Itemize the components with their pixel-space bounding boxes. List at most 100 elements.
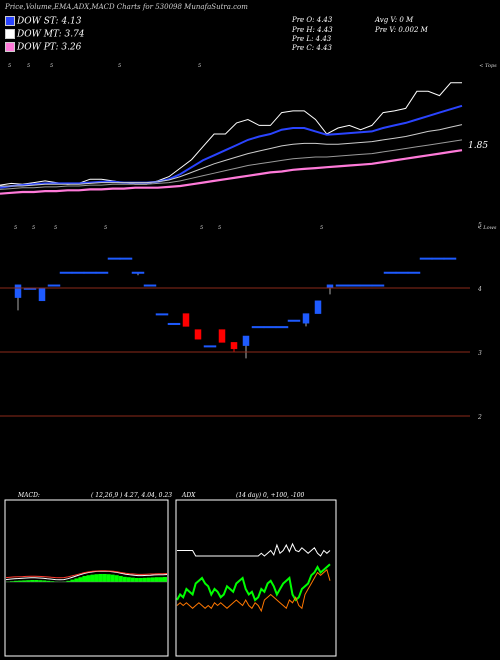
candle-body-0 bbox=[14, 284, 22, 298]
macd-signal-line bbox=[5, 570, 168, 579]
candle-body-25 bbox=[314, 300, 322, 314]
macd-bar-32 bbox=[134, 578, 139, 582]
low-marker-4: 5 bbox=[200, 225, 203, 231]
candle-body-20 bbox=[251, 326, 265, 329]
macd-bar-22 bbox=[94, 574, 99, 582]
prev-close: Pre C: 4.43 bbox=[292, 44, 332, 52]
macd-bar-18 bbox=[78, 577, 83, 582]
candle-body-36 bbox=[443, 257, 457, 260]
macd-bar-37 bbox=[154, 577, 159, 582]
adx-label: ADX bbox=[181, 492, 196, 499]
candle-body-32 bbox=[395, 271, 409, 274]
dow-mt-row: DOW MT: 3.74 bbox=[5, 29, 85, 40]
top-marker-4: 5 bbox=[198, 63, 201, 69]
candle-body-7 bbox=[95, 271, 109, 274]
low-marker-6: 5 bbox=[320, 225, 323, 231]
macd-bar-27 bbox=[114, 575, 119, 582]
top-marker-0: 5 bbox=[8, 63, 11, 69]
axis-tick-4: 4 bbox=[477, 286, 482, 293]
top-marker-1: 5 bbox=[27, 63, 30, 69]
macd-bar-31 bbox=[130, 577, 135, 582]
macd-bar-9 bbox=[42, 580, 47, 582]
candle-body-27 bbox=[335, 284, 349, 287]
candle-body-30 bbox=[371, 284, 385, 287]
low-marker-0: 5 bbox=[14, 225, 17, 231]
top-marker-2: 5 bbox=[50, 63, 53, 69]
low-marker-1: 5 bbox=[32, 225, 35, 231]
macd-params: ( 12,26,9 ) 4.27, 4.04, 0.23 bbox=[91, 492, 172, 499]
dow-st-row: DOW ST: 4.13 bbox=[5, 16, 82, 27]
dow-mt-label: DOW MT: 3.74 bbox=[17, 29, 85, 40]
candle-body-5 bbox=[71, 271, 85, 274]
axis-tick-3: 3 bbox=[478, 350, 482, 357]
candle-body-3 bbox=[47, 284, 61, 287]
macd-bar-34 bbox=[142, 577, 147, 582]
macd-bar-17 bbox=[74, 578, 79, 582]
macd-bar-3 bbox=[18, 580, 23, 582]
macd-bar-8 bbox=[38, 580, 43, 582]
prev-open: Pre O: 4.43 bbox=[292, 16, 333, 24]
macd-bar-29 bbox=[122, 576, 127, 582]
candle-body-31 bbox=[383, 271, 397, 274]
macd-bar-15 bbox=[66, 580, 71, 582]
candle-body-9 bbox=[119, 257, 133, 260]
macd-bar-38 bbox=[158, 577, 163, 582]
candle-body-19 bbox=[242, 335, 250, 346]
macd-bar-11 bbox=[50, 581, 55, 582]
macd-line bbox=[5, 570, 168, 581]
prev-high: Pre H: 4.43 bbox=[292, 26, 333, 34]
chart-page-title: Price,Volume,EMA,ADX,MACD Charts for 530… bbox=[5, 3, 248, 11]
macd-bar-25 bbox=[106, 574, 111, 582]
candle-body-29 bbox=[359, 284, 373, 287]
candle-body-28 bbox=[347, 284, 361, 287]
price-level-label: 1.85 bbox=[468, 141, 488, 151]
adx-panel-frame bbox=[175, 499, 337, 657]
low-marker-5: 5 bbox=[218, 225, 221, 231]
ema-line-3 bbox=[0, 139, 463, 190]
candle-body-13 bbox=[167, 322, 181, 325]
candle-body-17 bbox=[218, 329, 226, 343]
candle-body-16 bbox=[203, 345, 217, 348]
dow-pt-row: DOW PT: 3.26 bbox=[5, 42, 81, 53]
adx-params: (14 day) 0, +100, -100 bbox=[236, 492, 305, 499]
prev-volume: Pre V: 0.002 M bbox=[375, 26, 428, 34]
prev-low: Pre L: 4.43 bbox=[292, 35, 332, 43]
dow-pt-label: DOW PT: 3.26 bbox=[17, 42, 82, 53]
macd-bar-19 bbox=[82, 576, 87, 582]
candle-body-22 bbox=[275, 326, 289, 329]
macd-bar-10 bbox=[46, 580, 51, 582]
macd-bar-23 bbox=[98, 574, 103, 582]
macd-bar-39 bbox=[162, 577, 167, 582]
ema-line-4 bbox=[0, 149, 463, 195]
macd-bar-36 bbox=[150, 577, 155, 582]
macd-bar-24 bbox=[102, 574, 107, 582]
macd-bar-28 bbox=[118, 576, 123, 582]
ema-line-1 bbox=[0, 104, 463, 189]
macd-bar-2 bbox=[14, 580, 19, 582]
candle-body-34 bbox=[419, 257, 433, 260]
candle-body-35 bbox=[431, 257, 445, 260]
macd-bar-26 bbox=[110, 574, 115, 582]
candle-body-15 bbox=[194, 329, 202, 340]
macd-bar-20 bbox=[86, 575, 91, 582]
axis-tick-2: 2 bbox=[477, 414, 482, 421]
macd-bar-6 bbox=[30, 580, 35, 582]
macd-label: MACD: bbox=[17, 492, 40, 499]
macd-bar-30 bbox=[126, 577, 131, 582]
candle-body-21 bbox=[263, 326, 277, 329]
top-marker-3: 5 bbox=[118, 63, 121, 69]
adx-plot bbox=[176, 542, 331, 613]
candle-body-33 bbox=[407, 271, 421, 274]
candle-body-23 bbox=[287, 319, 301, 322]
low-marker-3: 5 bbox=[104, 225, 107, 231]
adx-line-2 bbox=[176, 568, 331, 613]
candle-panel bbox=[14, 257, 457, 359]
macd-bar-33 bbox=[138, 578, 143, 582]
ema-line-2 bbox=[0, 124, 463, 187]
dow-st-label: DOW ST: 4.13 bbox=[17, 16, 82, 27]
macd-plot bbox=[5, 570, 168, 583]
axis-tick-5: 5 bbox=[478, 222, 482, 229]
price-axis: 5 4 3 2 bbox=[0, 222, 482, 421]
macd-bar-7 bbox=[34, 580, 39, 582]
candle-body-10 bbox=[131, 271, 145, 274]
